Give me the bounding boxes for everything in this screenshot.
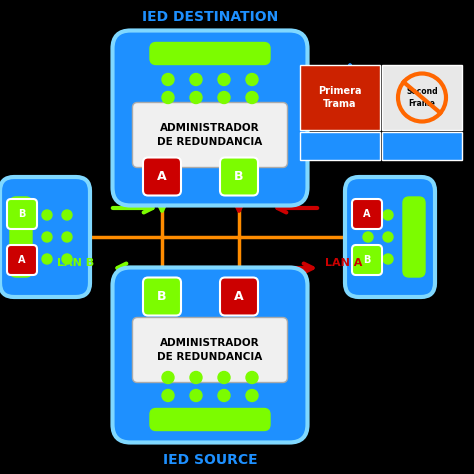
Circle shape	[363, 232, 373, 242]
Circle shape	[218, 73, 230, 85]
Bar	[382, 65, 462, 130]
FancyBboxPatch shape	[352, 199, 382, 229]
Circle shape	[162, 372, 174, 383]
Text: A: A	[234, 290, 244, 303]
FancyBboxPatch shape	[112, 267, 308, 443]
FancyBboxPatch shape	[345, 177, 435, 297]
FancyBboxPatch shape	[7, 199, 37, 229]
Text: B: B	[234, 170, 244, 183]
Circle shape	[42, 232, 52, 242]
Circle shape	[190, 73, 202, 85]
Text: ADMINISTRADOR
DE REDUNDANCIA: ADMINISTRADOR DE REDUNDANCIA	[157, 338, 263, 362]
Circle shape	[190, 390, 202, 401]
Text: A: A	[157, 170, 167, 183]
FancyBboxPatch shape	[220, 157, 258, 195]
Circle shape	[383, 210, 393, 220]
Circle shape	[190, 91, 202, 103]
FancyBboxPatch shape	[112, 30, 308, 206]
FancyBboxPatch shape	[150, 43, 270, 64]
Text: LAN B: LAN B	[57, 257, 94, 267]
FancyBboxPatch shape	[7, 245, 37, 275]
Circle shape	[246, 372, 258, 383]
Circle shape	[62, 232, 72, 242]
Circle shape	[246, 91, 258, 103]
FancyBboxPatch shape	[150, 409, 270, 430]
Circle shape	[363, 254, 373, 264]
Text: A: A	[18, 255, 26, 265]
Circle shape	[383, 254, 393, 264]
Circle shape	[218, 91, 230, 103]
FancyBboxPatch shape	[403, 197, 425, 277]
Circle shape	[246, 390, 258, 401]
Circle shape	[246, 73, 258, 85]
FancyBboxPatch shape	[133, 102, 288, 167]
Circle shape	[190, 372, 202, 383]
Circle shape	[383, 232, 393, 242]
FancyBboxPatch shape	[352, 245, 382, 275]
Text: IED SOURCE: IED SOURCE	[163, 454, 257, 467]
Circle shape	[162, 390, 174, 401]
FancyBboxPatch shape	[143, 157, 181, 195]
Text: B: B	[18, 209, 26, 219]
Bar	[300, 132, 380, 160]
FancyBboxPatch shape	[10, 197, 32, 277]
Circle shape	[42, 210, 52, 220]
FancyBboxPatch shape	[220, 277, 258, 316]
FancyBboxPatch shape	[0, 177, 90, 297]
Text: A: A	[363, 209, 371, 219]
Circle shape	[42, 254, 52, 264]
FancyBboxPatch shape	[143, 277, 181, 316]
Text: LAN A: LAN A	[326, 257, 363, 267]
Text: B: B	[157, 290, 167, 303]
Text: B: B	[363, 255, 371, 265]
Circle shape	[363, 210, 373, 220]
Text: IED DESTINATION: IED DESTINATION	[142, 9, 278, 24]
Circle shape	[62, 254, 72, 264]
Circle shape	[162, 91, 174, 103]
Circle shape	[218, 372, 230, 383]
Text: Primera
Trama: Primera Trama	[318, 86, 362, 109]
Circle shape	[218, 390, 230, 401]
Circle shape	[162, 73, 174, 85]
Text: Second
Frame: Second Frame	[406, 87, 438, 108]
Circle shape	[62, 210, 72, 220]
Text: ADMINISTRADOR
DE REDUNDANCIA: ADMINISTRADOR DE REDUNDANCIA	[157, 123, 263, 146]
Bar	[300, 65, 380, 130]
Bar	[382, 132, 462, 160]
FancyBboxPatch shape	[133, 318, 288, 383]
